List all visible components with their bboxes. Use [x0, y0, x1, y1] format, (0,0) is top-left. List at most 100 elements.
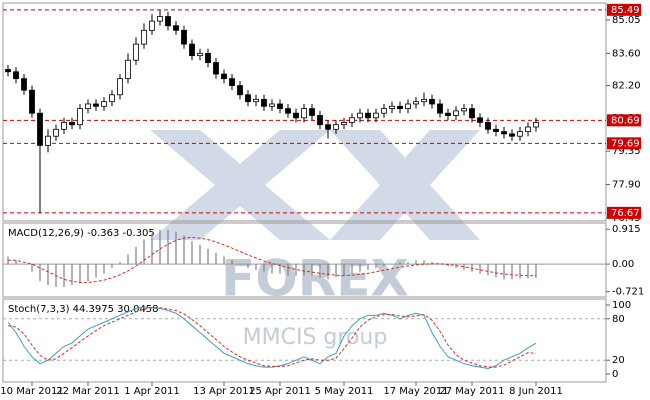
candle-body [493, 128, 499, 133]
candle-body [157, 16, 163, 22]
y-tick-label: 0 [612, 369, 618, 380]
level-label: 80.69 [611, 115, 640, 126]
level-tag [607, 3, 641, 16]
candle-body [317, 115, 323, 126]
candle-body [261, 98, 267, 107]
y-tick-label: 82.20 [612, 81, 641, 92]
candle-body [525, 126, 531, 133]
candle-body [173, 25, 179, 31]
candle-body [413, 101, 419, 105]
x-tick-label: 1 Apr 2011 [124, 386, 179, 397]
y-tick-label: -0.721 [612, 287, 644, 298]
candle-body [485, 121, 491, 130]
candle-body [325, 124, 331, 130]
y-tick-label: 80 [612, 314, 625, 325]
candle-body [61, 121, 67, 130]
candle-body [229, 78, 235, 86]
x-tick-label: 22 Mar 2011 [56, 386, 119, 397]
candle-body [237, 85, 243, 96]
candle-body [333, 124, 339, 130]
candle-body [269, 103, 275, 107]
candle-body [405, 103, 411, 109]
candle-body [133, 43, 139, 61]
candle-body [53, 128, 59, 137]
candle-body [117, 78, 123, 96]
signal-line [8, 236, 537, 283]
y-tick-label: 20 [612, 355, 625, 366]
x-tick-label: 5 May 2011 [315, 386, 374, 397]
candle-body [365, 112, 371, 119]
candle-body [285, 108, 291, 114]
candle-body [221, 73, 227, 80]
candle-body [453, 110, 459, 116]
candle-body [149, 20, 155, 31]
x-tick-label: 25 Apr 2011 [249, 386, 311, 397]
candle-body [397, 105, 403, 109]
candle-body [301, 108, 307, 119]
candle-body [197, 52, 203, 57]
candle-body [253, 98, 259, 103]
panel-title: MACD(12,26,9) -0.363 -0.305 [8, 228, 155, 239]
candle-body [101, 101, 107, 107]
y-tick-label: 83.60 [612, 48, 641, 59]
candle-body [501, 131, 507, 135]
candle-body [509, 133, 515, 137]
x-tick-label: 27 May 2011 [439, 386, 504, 397]
y-tick-label: 79.35 [612, 146, 641, 157]
y-tick-label: 100 [612, 300, 631, 311]
watermark: FOREX [221, 250, 409, 308]
candle-body [93, 103, 99, 107]
level-label: 76.67 [611, 208, 640, 219]
candle-body [389, 105, 395, 109]
candle-body [37, 112, 43, 146]
macd-panel [2, 222, 607, 298]
candle-body [69, 121, 75, 126]
candle-body [205, 52, 211, 63]
candle-body [445, 112, 451, 116]
candle-body [469, 108, 475, 119]
candle-body [21, 78, 27, 91]
candle-body [5, 69, 11, 73]
x-tick-label: 8 Jun 2011 [509, 386, 563, 397]
candle-body [181, 29, 187, 45]
candle-body [533, 121, 539, 128]
candle-body [125, 59, 131, 80]
candle-body [349, 117, 355, 123]
candle-body [341, 121, 347, 126]
candle-body [277, 103, 283, 109]
price-panel [2, 2, 607, 222]
candle-body [373, 112, 379, 119]
stoch-panel [2, 298, 607, 383]
candle-body [77, 108, 83, 126]
level-tag [607, 206, 641, 219]
candle-body [381, 108, 387, 114]
watermark: MMCIS group [243, 325, 388, 350]
panel-title: Stoch(7,3,3) 44.3975 30.0458 [8, 304, 159, 315]
candle-body [141, 29, 147, 45]
level-tag [607, 137, 641, 150]
candle-body [245, 94, 251, 103]
stoch-line [7, 306, 537, 370]
candle-body [461, 108, 467, 112]
candle-body [517, 131, 523, 137]
level-label: 79.69 [611, 138, 640, 149]
candle-body [45, 135, 51, 146]
candle-body [309, 108, 315, 116]
candle-body [421, 98, 427, 103]
candle-body [357, 112, 363, 119]
y-tick-label: 0.915 [612, 224, 641, 235]
candle-body [293, 112, 299, 119]
x-tick-label: 17 May 2011 [383, 386, 448, 397]
x-tick-label: 10 Mar 2011 [0, 386, 63, 397]
candle-body [85, 103, 91, 109]
y-tick-label: 77.90 [612, 180, 641, 191]
x-tick-label: 13 Apr 2011 [193, 386, 255, 397]
y-tick-label: 85.05 [612, 15, 641, 26]
stoch-line [7, 307, 537, 368]
candle-body [13, 71, 19, 80]
candle-body [109, 94, 115, 103]
candle-body [437, 103, 443, 114]
candle-body [165, 16, 171, 27]
